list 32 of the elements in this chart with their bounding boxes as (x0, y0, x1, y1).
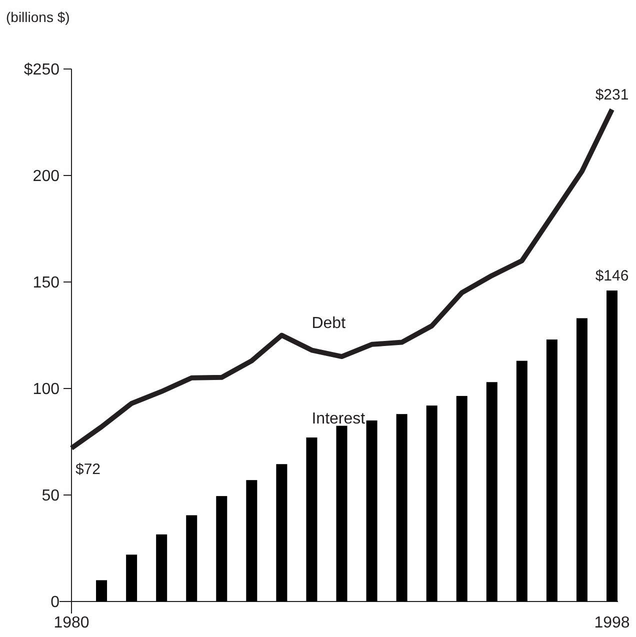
y-tick-label: 50 (42, 488, 60, 505)
bar (576, 318, 588, 602)
bar (96, 580, 108, 602)
bar (216, 496, 228, 602)
bar (126, 554, 138, 602)
annotation: $231 (595, 86, 629, 104)
bar (276, 464, 288, 602)
bar (516, 360, 528, 602)
bar (546, 340, 558, 602)
y-tick-label: 0 (50, 594, 60, 612)
series-label: Interest (312, 410, 366, 428)
bar (456, 396, 468, 602)
bar (396, 414, 408, 602)
bar (156, 534, 168, 602)
x-tick-label: 1998 (594, 614, 630, 632)
annotation: $72 (76, 461, 101, 478)
annotation: $146 (595, 268, 629, 285)
bar (606, 290, 618, 602)
y-tick-label: 150 (32, 274, 60, 292)
bar (186, 515, 198, 602)
x-tick-label: 1980 (54, 614, 90, 632)
y-tick-label: $250 (24, 62, 60, 79)
bar (366, 420, 378, 602)
bar (306, 437, 318, 602)
y-tick-label: 200 (32, 168, 60, 186)
bar (336, 426, 348, 602)
series-label: Debt (312, 315, 346, 332)
y-tick-label: 100 (32, 381, 60, 398)
bar (246, 480, 258, 602)
y-axis-title: (billions $) (6, 9, 70, 25)
bar (486, 382, 498, 602)
bar (426, 406, 438, 602)
